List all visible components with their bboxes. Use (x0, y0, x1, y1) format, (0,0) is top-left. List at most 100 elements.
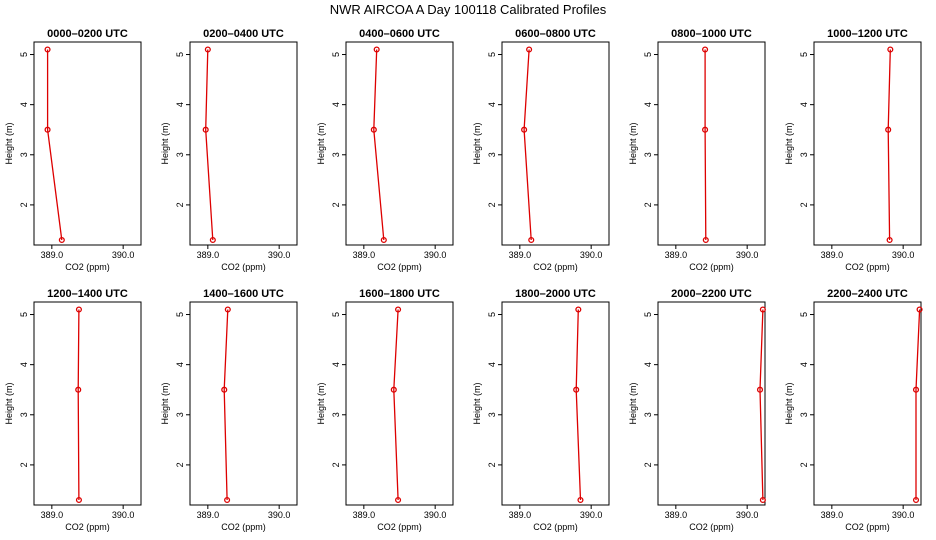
y-tick-label: 2 (19, 462, 29, 467)
y-tick-label: 2 (487, 462, 497, 467)
x-tick-label: 390.0 (424, 510, 447, 520)
y-tick-label: 2 (643, 202, 653, 207)
y-axis-label: Height (m) (4, 382, 14, 424)
profile-panel: 1000–1200 UTC 389.0 390.0 2 3 4 5 CO2 (ppm) Heig… (784, 28, 922, 272)
profile-line (523, 49, 532, 241)
y-tick-label: 4 (487, 102, 497, 107)
profile-line (223, 309, 229, 501)
x-axis-label: CO2 (ppm) (65, 522, 110, 532)
profile-line (704, 49, 707, 241)
panel-title: 0400–0600 UTC (359, 28, 440, 40)
x-tick-label: 390.0 (580, 510, 603, 520)
y-tick-label: 2 (175, 202, 185, 207)
profile-line (205, 49, 214, 241)
data-point (44, 126, 51, 133)
plot-frame (33, 301, 142, 506)
panels-group: 0000–0200 UTC 389.0 390.0 2 3 4 5 CO2 (ppm) Heig… (4, 28, 923, 532)
x-axis-label: CO2 (ppm) (689, 262, 734, 272)
plot-frame (813, 301, 922, 506)
y-tick-label: 4 (331, 102, 341, 107)
plot-frame (189, 41, 298, 246)
y-tick-label: 2 (487, 202, 497, 207)
data-point (912, 386, 920, 393)
y-tick-label: 5 (175, 52, 185, 57)
x-tick-label: 389.0 (41, 250, 64, 260)
profile-line (373, 49, 385, 241)
data-point (390, 386, 397, 393)
data-point (916, 306, 923, 313)
data-point (75, 306, 82, 313)
y-axis-label: Height (m) (784, 122, 794, 164)
y-axis-label: Height (m) (160, 382, 170, 424)
y-tick-label: 4 (799, 362, 809, 367)
plot-frame (345, 301, 454, 506)
x-tick-label: 390.0 (112, 510, 135, 520)
panel-title: 2000–2200 UTC (671, 288, 752, 300)
y-tick-label: 2 (19, 202, 29, 207)
y-tick-label: 2 (643, 462, 653, 467)
data-point (204, 46, 211, 53)
figure-title: NWR AIRCOA A Day 100118 Calibrated Profi… (330, 2, 607, 17)
profile-panel: 1600–1800 UTC 389.0 390.0 2 3 4 5 CO2 (ppm) Heig… (316, 288, 454, 532)
x-axis-label: CO2 (ppm) (377, 522, 422, 532)
x-tick-label: 389.0 (353, 250, 376, 260)
plot-frame (501, 301, 610, 506)
x-tick-label: 390.0 (268, 250, 291, 260)
panel-title: 0000–0200 UTC (47, 28, 128, 40)
y-tick-label: 4 (799, 102, 809, 107)
data-point (75, 496, 82, 504)
profile-panel: 2200–2400 UTC 389.0 390.0 2 3 4 5 CO2 (ppm) Heig… (784, 288, 923, 532)
y-tick-label: 5 (19, 312, 29, 317)
y-tick-label: 2 (799, 462, 809, 467)
data-point (202, 126, 209, 133)
y-tick-label: 4 (175, 102, 185, 107)
plot-frame (657, 301, 766, 506)
data-point (221, 386, 228, 393)
y-tick-label: 4 (19, 362, 29, 367)
y-tick-label: 5 (643, 312, 653, 317)
y-tick-label: 5 (19, 52, 29, 57)
data-point (702, 236, 709, 244)
data-point (224, 306, 231, 313)
y-tick-label: 4 (175, 362, 185, 367)
data-point (44, 46, 51, 53)
y-tick-label: 5 (643, 52, 653, 57)
data-point (526, 46, 533, 53)
x-tick-label: 389.0 (509, 510, 532, 520)
y-tick-label: 4 (487, 362, 497, 367)
panel-title: 0800–1000 UTC (671, 28, 752, 40)
profile-line (575, 309, 582, 501)
profile-line (915, 309, 921, 500)
data-point (575, 306, 582, 313)
data-point (224, 496, 231, 504)
y-tick-label: 2 (175, 462, 185, 467)
y-tick-label: 5 (331, 52, 341, 57)
y-tick-label: 3 (331, 412, 341, 417)
y-tick-label: 3 (175, 152, 185, 157)
y-tick-label: 2 (331, 462, 341, 467)
data-point (702, 46, 709, 53)
data-point (395, 496, 402, 504)
y-tick-label: 3 (799, 152, 809, 157)
panel-title: 2200–2400 UTC (827, 288, 908, 300)
y-tick-label: 4 (643, 362, 653, 367)
data-point (702, 126, 709, 133)
data-point (373, 46, 380, 53)
profile-line (393, 309, 399, 501)
x-tick-label: 389.0 (353, 510, 376, 520)
x-tick-label: 390.0 (268, 510, 291, 520)
x-tick-label: 390.0 (580, 250, 603, 260)
profile-panel: 0200–0400 UTC 389.0 390.0 2 3 4 5 CO2 (ppm) Heig… (160, 28, 298, 272)
panel-title: 0600–0800 UTC (515, 28, 596, 40)
profile-panel: 2000–2200 UTC 389.0 390.0 2 3 4 5 CO2 (ppm) Heig… (628, 288, 766, 532)
x-tick-label: 390.0 (892, 250, 915, 260)
data-point (912, 496, 920, 504)
plot-frame (813, 41, 922, 246)
data-point (528, 236, 535, 244)
y-tick-label: 3 (643, 412, 653, 417)
y-tick-label: 5 (487, 52, 497, 57)
y-tick-label: 3 (331, 152, 341, 157)
x-tick-label: 389.0 (665, 510, 688, 520)
profile-line (46, 49, 63, 241)
